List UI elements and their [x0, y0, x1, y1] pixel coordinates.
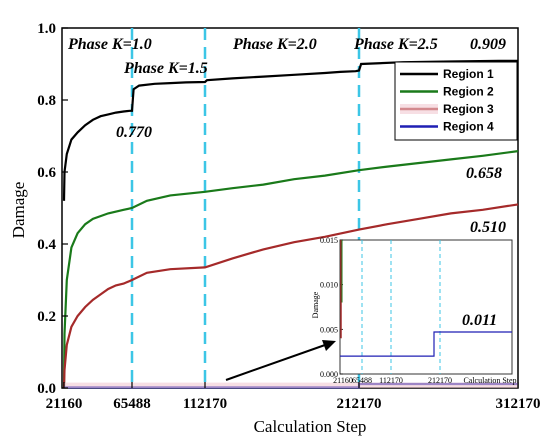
phase-label: Phase K=1.0	[67, 36, 152, 53]
inset-series-region-4	[340, 331, 512, 357]
arrow-head	[322, 340, 336, 351]
phase-label: Phase K=1.5	[123, 60, 208, 77]
y-tick-label: 0.0	[37, 381, 56, 397]
inset-y-tick-label: 0.000	[320, 370, 338, 379]
phase-labels: Phase K=1.0 Phase K=1.5 Phase K=2.0 Phase K…	[67, 36, 438, 77]
phase-label: Phase K=2.0	[232, 36, 317, 53]
y-tick-label: 1.0	[37, 21, 56, 37]
inset-y-axis-label: Damage	[311, 291, 320, 318]
inset-y-tick-label: 0.005	[320, 325, 338, 334]
series-line-region-1	[62, 59, 518, 201]
end-value-label: 0.909	[470, 36, 506, 53]
x-tick-label: 112170	[183, 396, 227, 412]
jump-value-label: 0.770	[116, 124, 152, 141]
end-value-label: 0.658	[466, 165, 502, 182]
end-value-labels: 0.909 0.658 0.510 0.770	[116, 36, 506, 236]
inset-y-tick-label: 0.015	[320, 236, 338, 245]
y-tick-label: 0.8	[37, 93, 56, 109]
series-line-region-3	[62, 203, 519, 389]
region-3-band	[64, 382, 518, 388]
phase-label: Phase K=2.5	[353, 36, 438, 53]
x-tick-label: 65488	[113, 396, 151, 412]
y-tick-label: 0.4	[37, 237, 56, 253]
inset-x-tick-label: 212170	[428, 376, 452, 385]
inset-frame	[339, 239, 513, 375]
inset-x-tick-label: 21160	[333, 376, 353, 385]
inset-x-tick-label: 65488	[352, 376, 372, 385]
y-tick-label: 0.2	[37, 309, 56, 325]
x-tick-label: 212170	[337, 396, 382, 412]
x-tick-label: 312170	[496, 396, 541, 412]
x-tick-label: 21160	[46, 396, 83, 412]
legend-entry: Region 2	[443, 85, 494, 99]
inset-x-axis-label: Calculation Step	[463, 376, 516, 385]
inset-chart: 0.000 0.005 0.010 0.015 21160 65488 112170 2121…	[311, 236, 517, 385]
arrow-shaft	[225, 344, 326, 381]
legend-entry: Region 3	[443, 102, 494, 116]
end-value-label: 0.510	[470, 219, 506, 236]
series-line-region-2	[62, 150, 519, 389]
inset-arrow	[225, 340, 336, 381]
inset-y-tick-label: 0.010	[320, 281, 338, 290]
inset-x-tick-label: 112170	[379, 376, 403, 385]
legend: Region 1 Region 2 Region 3 Region 4	[394, 61, 518, 141]
x-axis-label: Calculation Step	[254, 417, 367, 436]
inset-end-value-label: 0.011	[462, 312, 497, 329]
y-tick-label: 0.6	[37, 165, 56, 181]
legend-entry: Region 4	[443, 120, 494, 134]
y-axis-label: Damage	[9, 182, 28, 239]
series-layer	[62, 59, 519, 389]
legend-entry: Region 1	[443, 67, 494, 81]
legend-band	[400, 104, 438, 114]
